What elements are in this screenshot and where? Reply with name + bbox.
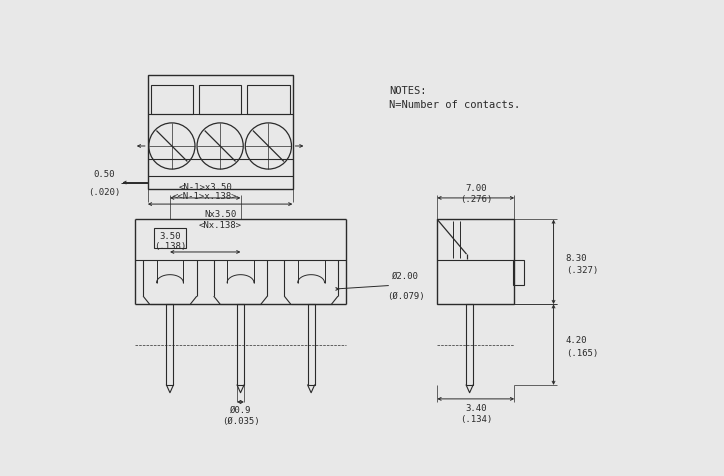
Bar: [167, 305, 174, 385]
Text: 3.40: 3.40: [465, 403, 487, 412]
Text: 0.50: 0.50: [93, 169, 114, 178]
Text: (.138): (.138): [153, 242, 186, 251]
Text: 3.50: 3.50: [159, 231, 181, 240]
Bar: [151, 86, 193, 115]
Bar: [237, 305, 244, 385]
Bar: [199, 86, 241, 115]
Text: <N-1>x3.50: <N-1>x3.50: [178, 183, 232, 191]
Text: (.134): (.134): [460, 414, 492, 423]
Bar: [437, 220, 514, 305]
Text: (Ø.035): (Ø.035): [222, 416, 259, 425]
Text: (Ø.079): (Ø.079): [387, 291, 424, 300]
Text: (.020): (.020): [88, 188, 120, 197]
Text: 7.00: 7.00: [465, 183, 487, 192]
Text: 8.30: 8.30: [566, 253, 587, 262]
Text: Nx3.50: Nx3.50: [204, 209, 236, 218]
Text: N=Number of contacts.: N=Number of contacts.: [389, 99, 520, 109]
Text: 4.20: 4.20: [566, 336, 587, 345]
Text: <Nx.138>: <Nx.138>: [198, 221, 242, 230]
Text: NOTES:: NOTES:: [389, 86, 426, 96]
Text: <<N-1>x.138>: <<N-1>x.138>: [173, 192, 237, 201]
Text: (.165): (.165): [566, 348, 598, 357]
Text: (.276): (.276): [460, 194, 492, 203]
Bar: [308, 305, 315, 385]
Text: (.327): (.327): [566, 266, 598, 275]
Text: Ø2.00: Ø2.00: [392, 271, 419, 280]
Bar: [153, 228, 186, 248]
Text: Ø0.9: Ø0.9: [230, 405, 251, 414]
Bar: [466, 305, 473, 385]
Bar: [148, 76, 292, 189]
Bar: [247, 86, 290, 115]
Bar: [513, 260, 523, 285]
